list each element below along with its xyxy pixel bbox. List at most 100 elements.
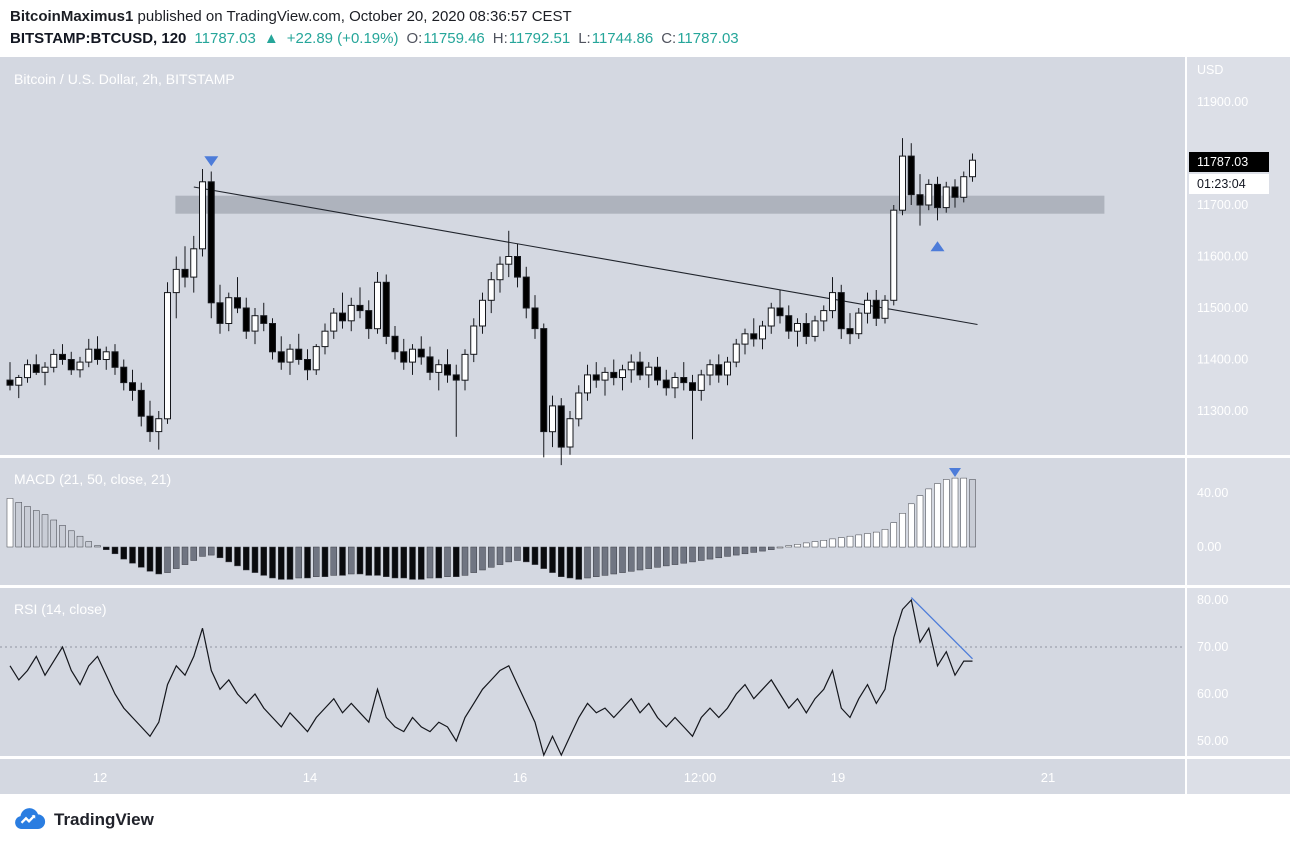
macd-bar	[6, 498, 14, 548]
author-name: BitcoinMaximus1	[10, 8, 134, 25]
candle	[907, 155, 915, 196]
macd-bar	[391, 546, 399, 579]
candle	[339, 312, 346, 322]
macd-down-arrow-marker	[949, 468, 961, 477]
macd-bar	[811, 541, 819, 548]
candle	[356, 304, 364, 312]
macd-bar	[155, 546, 162, 575]
macd-pane-title: MACD (21, 50, close, 21)	[14, 471, 172, 487]
rsi-tick: 60.00	[1197, 687, 1228, 701]
macd-bar	[313, 546, 320, 577]
candle	[636, 361, 644, 376]
candle	[794, 323, 801, 332]
macd-bar	[829, 538, 836, 548]
candle	[549, 405, 556, 433]
macd-bar	[479, 546, 486, 571]
macd-bar	[208, 546, 215, 556]
time-tick: 12	[93, 770, 107, 785]
candle	[6, 379, 14, 386]
candle	[969, 159, 976, 178]
candle	[767, 307, 775, 327]
macd-bar	[558, 546, 565, 577]
macd-bar	[225, 546, 232, 563]
candle	[391, 335, 399, 353]
macd-bar	[566, 546, 574, 579]
candle	[409, 348, 416, 363]
price-tick: 11500.00	[1197, 301, 1248, 315]
candle	[225, 297, 233, 324]
price-axis-labels: USD 11900.00 11700.00 11600.00 11500.00 11400…	[1197, 63, 1248, 748]
macd-bar	[181, 546, 189, 565]
time-tick: 12:00	[684, 770, 717, 785]
candle	[207, 181, 215, 304]
candle	[487, 279, 495, 301]
resistance-zone	[175, 195, 1105, 214]
open-number: 11759.46	[423, 30, 485, 47]
macd-bar	[59, 525, 66, 548]
candle	[286, 348, 294, 363]
macd-bar	[33, 510, 40, 548]
macd-bar	[383, 546, 390, 577]
macd-bar	[199, 546, 206, 557]
candle	[645, 366, 653, 376]
candle	[85, 348, 93, 363]
candle	[347, 304, 355, 322]
macd-bar	[628, 546, 635, 572]
candle	[925, 183, 933, 206]
time-tick: 19	[831, 770, 845, 785]
candle	[732, 343, 740, 363]
candle	[295, 348, 303, 361]
macd-bar	[216, 546, 224, 559]
close-label: C:	[661, 30, 677, 47]
candle	[137, 389, 145, 417]
macd-bar	[129, 546, 136, 564]
macd-bar	[409, 546, 416, 580]
candle	[855, 312, 863, 335]
macd-bar	[243, 546, 250, 571]
candle	[312, 346, 320, 371]
macd-bar	[470, 546, 477, 573]
macd-bar	[776, 546, 784, 549]
candle	[566, 418, 574, 448]
candle	[601, 371, 609, 381]
close-value: C:11787.03	[661, 29, 738, 49]
macd-bar	[120, 546, 127, 560]
candle	[671, 377, 679, 389]
rsi-tick: 70.00	[1197, 640, 1228, 654]
macd-bar	[356, 546, 364, 575]
macd-bar	[461, 546, 469, 576]
price-tick: 11600.00	[1197, 250, 1248, 264]
candle	[172, 268, 180, 294]
candle	[330, 312, 338, 332]
macd-bar	[94, 545, 101, 548]
candle	[382, 281, 390, 337]
candle	[662, 379, 670, 389]
macd-bar	[304, 546, 311, 579]
publish-line: BitcoinMaximus1 published on TradingView…	[10, 7, 1290, 27]
macd-bar	[321, 546, 329, 577]
macd-bar	[76, 535, 84, 548]
macd-tick: 0.00	[1197, 540, 1221, 554]
last-price-badge: 11787.03	[1189, 152, 1269, 172]
macd-bar	[750, 546, 757, 553]
macd-bar	[549, 546, 556, 573]
macd-bar	[689, 546, 696, 563]
macd-bar	[505, 546, 512, 563]
candle	[557, 405, 565, 448]
low-label: L:	[578, 30, 591, 47]
macd-bar	[444, 546, 451, 577]
macd-bar	[584, 546, 591, 579]
candle	[846, 328, 854, 335]
candle	[234, 297, 241, 309]
time-tick: 16	[513, 770, 527, 785]
macd-bar	[663, 546, 670, 567]
macd-bar	[794, 544, 801, 548]
rsi-pane-title: RSI (14, close)	[14, 601, 107, 617]
macd-bar	[418, 546, 425, 580]
macd-bar	[68, 530, 75, 548]
macd-bar	[85, 541, 92, 548]
macd-bar	[759, 546, 766, 552]
candle	[837, 292, 845, 330]
macd-bar	[111, 546, 119, 555]
macd-bar	[190, 546, 197, 561]
